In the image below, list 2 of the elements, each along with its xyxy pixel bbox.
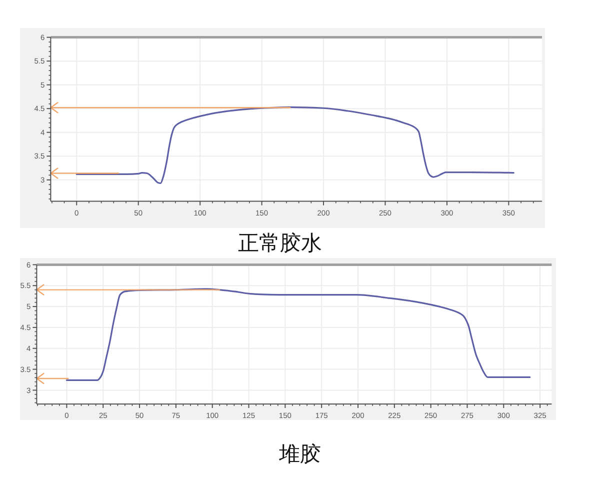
text: 堆胶 [278, 442, 321, 466]
text: 正常胶水 [238, 231, 322, 255]
